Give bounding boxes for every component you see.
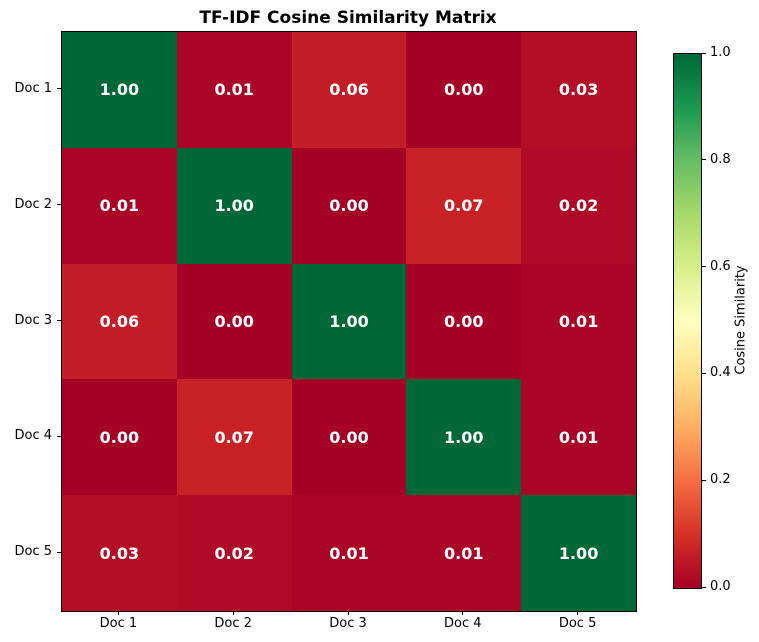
x-tick-label-3: Doc 3 <box>329 616 367 631</box>
colorbar <box>673 53 702 589</box>
colorbar-tick-label-0.2: 0.2 <box>710 472 731 488</box>
axis-tick <box>117 611 119 615</box>
colorbar-tick-label-0.8: 0.8 <box>710 151 731 167</box>
heatmap-cell-r2-c1: 0.01 <box>62 147 177 264</box>
heatmap-cell-r3-c2: 0.00 <box>176 263 292 380</box>
heatmap-cell-r2-c5: 0.02 <box>521 147 636 264</box>
heatmap-cell-r3-c5: 0.01 <box>521 263 636 380</box>
y-tick-label-4: Doc 4 <box>14 428 52 444</box>
axis-tick <box>702 52 706 54</box>
axis-tick <box>57 88 61 90</box>
chart-title: TF-IDF Cosine Similarity Matrix <box>199 8 497 28</box>
axis-tick <box>577 611 579 615</box>
colorbar-label: Cosine Similarity <box>733 265 749 375</box>
axis-tick <box>702 586 706 588</box>
axis-tick <box>702 266 706 268</box>
heatmap-cell-r5-c4: 0.01 <box>406 495 522 611</box>
axis-tick <box>232 611 234 615</box>
heatmap-cell-r3-c3: 1.00 <box>291 263 407 380</box>
colorbar-tick-label-1.0: 1.0 <box>710 45 731 60</box>
axis-tick <box>57 204 61 206</box>
colorbar-tick-label-0.0: 0.0 <box>710 579 731 594</box>
heatmap: 1.00 0.01 0.06 0.00 0.03 0.01 1.00 0.00 0.07 0.02… <box>61 31 637 612</box>
axis-tick <box>702 159 706 161</box>
y-tick-label-5: Doc 5 <box>14 544 52 560</box>
x-tick-label-1: Doc 1 <box>99 616 138 631</box>
axis-tick <box>702 372 706 374</box>
colorbar-tick-label-0.6: 0.6 <box>710 258 731 274</box>
axis-tick <box>462 611 464 615</box>
heatmap-cell-r5-c3: 0.01 <box>291 495 407 611</box>
heatmap-cell-r1-c1: 1.00 <box>62 32 177 148</box>
heatmap-cell-r1-c4: 0.00 <box>406 32 522 148</box>
axis-tick <box>347 611 349 615</box>
heatmap-cell-r3-c4: 0.00 <box>406 263 522 380</box>
heatmap-cell-r1-c5: 0.03 <box>521 32 636 148</box>
axis-tick <box>57 551 61 553</box>
x-tick-label-4: Doc 4 <box>444 616 482 631</box>
axis-tick <box>57 320 61 321</box>
heatmap-cell-r1-c3: 0.06 <box>291 32 407 148</box>
y-tick-label-1: Doc 1 <box>14 80 52 96</box>
heatmap-cell-r4-c5: 0.01 <box>521 379 636 496</box>
heatmap-cell-r2-c4: 0.07 <box>406 147 522 264</box>
y-tick-label-3: Doc 3 <box>14 312 52 328</box>
heatmap-cell-r4-c2: 0.07 <box>176 379 292 496</box>
heatmap-cell-r2-c2: 1.00 <box>176 147 292 264</box>
heatmap-cell-r1-c2: 0.01 <box>176 32 292 148</box>
axis-tick <box>702 479 706 481</box>
heatmap-cell-r4-c3: 0.00 <box>291 379 407 496</box>
heatmap-cell-r5-c1: 0.03 <box>62 495 177 611</box>
heatmap-cell-r4-c1: 0.00 <box>62 379 177 496</box>
axis-tick <box>57 435 61 437</box>
x-tick-label-2: Doc 2 <box>214 616 252 631</box>
heatmap-cell-r2-c3: 0.00 <box>291 147 407 264</box>
heatmap-cell-r4-c4: 1.00 <box>406 379 522 496</box>
colorbar-tick-label-0.4: 0.4 <box>710 365 731 381</box>
y-tick-label-2: Doc 2 <box>14 196 52 212</box>
heatmap-cell-r5-c2: 0.02 <box>176 495 292 611</box>
heatmap-cell-r3-c1: 0.06 <box>62 263 177 380</box>
x-tick-label-5: Doc 5 <box>558 616 597 631</box>
heatmap-cell-r5-c5: 1.00 <box>521 495 636 611</box>
